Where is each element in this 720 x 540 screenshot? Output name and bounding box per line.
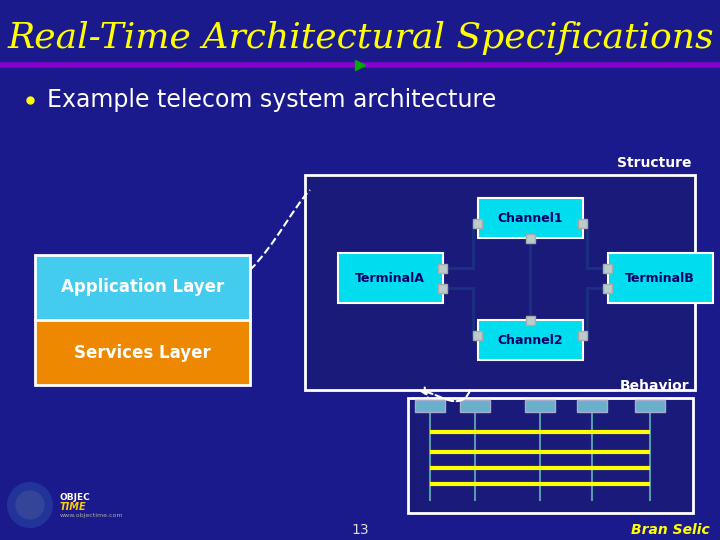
Bar [473,219,482,227]
Text: OBJEC: OBJEC [60,494,91,503]
Text: Application Layer: Application Layer [61,279,224,296]
Bar [305,175,695,390]
Text: www.objectime.com: www.objectime.com [60,514,124,518]
Bar [338,253,443,303]
Bar [635,400,665,412]
Circle shape [8,483,52,527]
Bar [603,264,612,273]
Text: TerminalB: TerminalB [625,272,695,285]
Bar [578,219,587,227]
Bar [473,330,482,340]
Bar [438,284,447,293]
Text: 13: 13 [351,523,369,537]
Bar [526,315,534,325]
Bar [35,255,250,320]
Bar [608,253,713,303]
Text: Structure: Structure [616,156,691,170]
Text: Channel1: Channel1 [498,212,563,225]
Bar [35,320,250,385]
Text: TerminalA: TerminalA [355,272,425,285]
Text: Example telecom system architecture: Example telecom system architecture [47,88,496,112]
Bar [438,264,447,273]
Bar [460,400,490,412]
Bar [477,320,582,360]
Bar [577,400,607,412]
Bar [408,398,693,513]
Text: Real-Time Architectural Specifications: Real-Time Architectural Specifications [8,21,714,55]
Text: Services Layer: Services Layer [74,343,211,361]
Circle shape [16,491,44,519]
Text: Bran Selic: Bran Selic [631,523,710,537]
Bar [525,400,555,412]
Text: Channel2: Channel2 [498,334,563,347]
Text: TIME: TIME [60,502,86,512]
Text: Behavior: Behavior [619,379,689,393]
Bar [603,284,612,293]
Bar [415,400,445,412]
Bar [477,198,582,238]
Bar [578,330,587,340]
Bar [526,233,534,242]
